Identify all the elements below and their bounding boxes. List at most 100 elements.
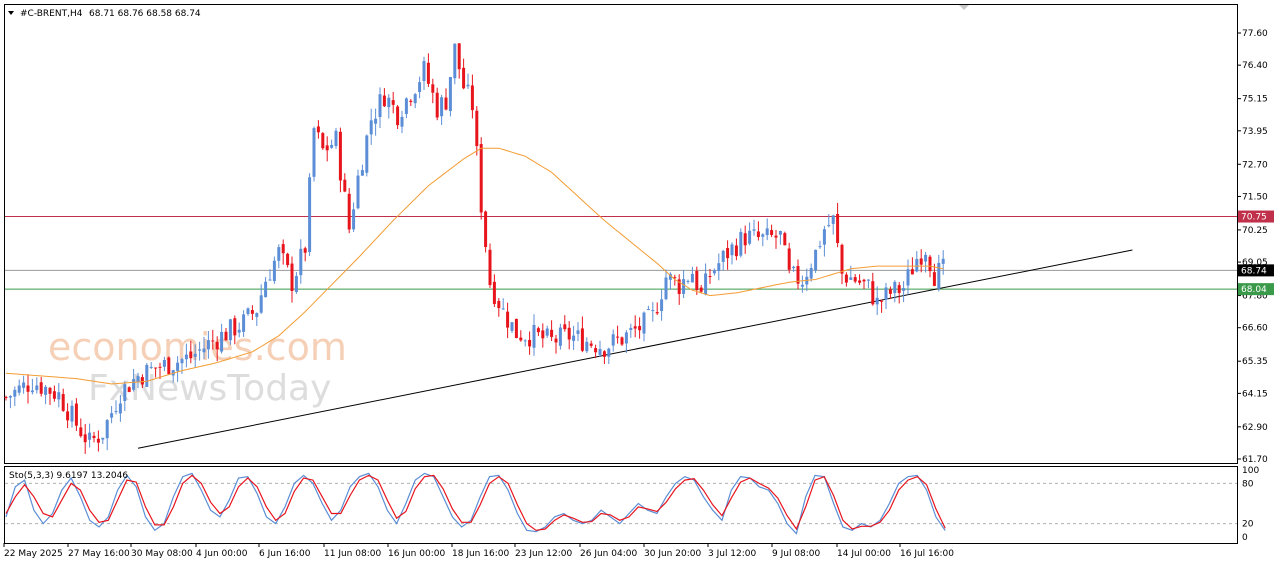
- candle-body: [620, 337, 624, 345]
- y-tick-label: 65.35: [1242, 357, 1268, 367]
- candle-body: [673, 277, 677, 279]
- candle-body: [422, 61, 426, 82]
- candle-body: [928, 256, 932, 272]
- x-tick-label: 23 Jun 12:00: [515, 549, 572, 559]
- candle-body: [506, 311, 510, 328]
- candle-body: [110, 413, 114, 418]
- candle-body: [74, 403, 78, 426]
- x-tick-label: 4 Jun 00:00: [196, 549, 248, 559]
- candle-body: [488, 249, 492, 286]
- candle-body: [400, 116, 404, 127]
- candle-body: [149, 366, 153, 368]
- candle-body: [629, 327, 633, 330]
- candle-body: [352, 209, 356, 230]
- candle-body: [875, 297, 879, 305]
- symbol-label: #C-BRENT,H4: [20, 9, 83, 19]
- support-tag: [1238, 283, 1274, 296]
- candle-body: [831, 215, 835, 224]
- candle-body: [272, 260, 276, 282]
- candle-body: [105, 420, 109, 439]
- candle-body: [510, 322, 514, 331]
- candle-body: [8, 396, 12, 398]
- watermark-economies: economies.com: [48, 325, 347, 369]
- candle-body: [937, 262, 941, 289]
- candle-body: [114, 411, 118, 413]
- oscillator-level-label: 0: [1242, 533, 1248, 543]
- candle-body: [242, 314, 246, 332]
- candle-body: [237, 329, 241, 333]
- x-tick-label: 6 Jun 16:00: [259, 549, 311, 559]
- candle-body: [158, 366, 162, 368]
- shift-marker-icon[interactable]: [959, 5, 969, 10]
- candle-body: [563, 324, 567, 330]
- candle-body: [325, 145, 329, 151]
- candle-body: [497, 300, 501, 309]
- candle-body: [655, 312, 659, 314]
- candle-body: [642, 312, 646, 334]
- candle-body: [721, 250, 725, 262]
- candle-body: [550, 329, 554, 337]
- candle-body: [453, 43, 457, 79]
- current-price-tag: [1238, 264, 1274, 277]
- candle-body: [140, 377, 144, 385]
- candle-body: [431, 84, 435, 93]
- candle-body: [321, 133, 325, 149]
- candle-body: [479, 144, 483, 213]
- candle-body: [501, 308, 505, 310]
- candle-body: [558, 327, 562, 346]
- candle-body: [308, 177, 312, 253]
- candle-body: [840, 244, 844, 274]
- candle-body: [176, 362, 180, 371]
- candle-body: [651, 310, 655, 312]
- candle-body: [145, 364, 149, 387]
- candle-body: [171, 370, 175, 376]
- candle-body: [338, 131, 342, 181]
- candle-body: [374, 118, 378, 124]
- candle-body: [35, 385, 39, 391]
- candle-body: [765, 228, 769, 236]
- triangle-down-icon[interactable]: [8, 11, 14, 15]
- candle-body: [154, 367, 158, 369]
- candle-body: [52, 391, 56, 399]
- candle-body: [748, 230, 752, 244]
- candle-body: [752, 229, 756, 231]
- candle-body: [440, 97, 444, 117]
- y-tick-label: 76.40: [1242, 61, 1268, 71]
- candle-body: [871, 281, 875, 305]
- candle-body: [932, 272, 936, 286]
- candle-body: [180, 359, 184, 364]
- candle-body: [466, 84, 470, 87]
- candle-body: [730, 244, 734, 256]
- y-tick-label: 64.15: [1242, 389, 1268, 399]
- x-tick-label: 18 Jun 16:00: [452, 549, 509, 559]
- moving-average-line: [5, 147, 944, 385]
- x-tick-label: 16 Jul 16:00: [900, 549, 954, 559]
- candle-body: [70, 405, 74, 422]
- y-tick-label: 66.60: [1242, 324, 1268, 334]
- candle-body: [444, 97, 448, 110]
- candle-body: [22, 382, 26, 388]
- candle-body: [184, 354, 188, 360]
- candle-body: [426, 62, 430, 84]
- candle-body: [756, 231, 760, 238]
- y-tick-label: 67.80: [1242, 292, 1268, 302]
- candle-body: [369, 120, 373, 135]
- candle-body: [211, 340, 215, 342]
- candle-body: [462, 67, 466, 89]
- candle-body: [360, 170, 364, 176]
- y-tick-label: 62.90: [1242, 423, 1268, 433]
- oscillator-label: Sto(5,3,3) 9.6197 13.2046: [9, 471, 128, 481]
- candle-body: [796, 266, 800, 284]
- candle-body: [849, 277, 853, 280]
- candle-body: [585, 341, 589, 352]
- candle-body: [365, 135, 369, 173]
- price-axis: 77.60 76.40 75.15 73.95 72.70 71.50 70.25 69.05…: [1237, 29, 1274, 465]
- candle-body: [418, 82, 422, 93]
- y-tick-label: 77.60: [1242, 29, 1268, 39]
- candle-body: [580, 328, 584, 351]
- candle-body: [853, 277, 857, 282]
- candle-body: [189, 351, 193, 359]
- candle-body: [435, 92, 439, 118]
- trendline[interactable]: [137, 249, 1133, 449]
- candle-body: [246, 308, 250, 314]
